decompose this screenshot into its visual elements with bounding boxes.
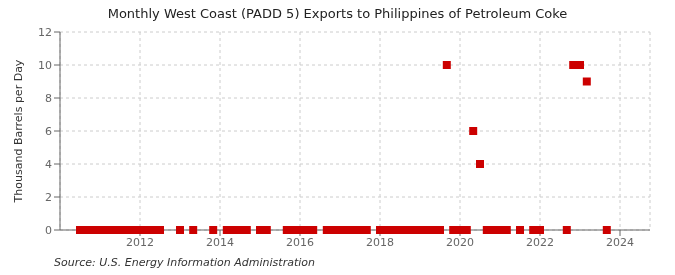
svg-text:2014: 2014 bbox=[206, 236, 234, 249]
svg-text:0: 0 bbox=[45, 224, 52, 237]
svg-text:2016: 2016 bbox=[286, 236, 314, 249]
svg-text:Thousand Barrels per Day: Thousand Barrels per Day bbox=[12, 59, 25, 203]
svg-text:2: 2 bbox=[45, 191, 52, 204]
svg-text:2018: 2018 bbox=[366, 236, 394, 249]
svg-text:2024: 2024 bbox=[606, 236, 634, 249]
svg-text:4: 4 bbox=[45, 158, 52, 171]
html-text:Source: U.S. Energy Informatio: Source: U.S. Energy Information Administ… bbox=[54, 256, 315, 269]
svg-text:12: 12 bbox=[38, 26, 52, 39]
svg-text:2022: 2022 bbox=[526, 236, 554, 249]
svg-text:8: 8 bbox=[45, 92, 52, 105]
svg-text:6: 6 bbox=[45, 125, 52, 138]
svg-text:2012: 2012 bbox=[126, 236, 154, 249]
html-text:Monthly West Coast (PADD 5) Ex: Monthly West Coast (PADD 5) Exports to P… bbox=[107, 6, 568, 21]
svg-text:10: 10 bbox=[38, 59, 52, 72]
svg-text:2020: 2020 bbox=[446, 236, 474, 249]
